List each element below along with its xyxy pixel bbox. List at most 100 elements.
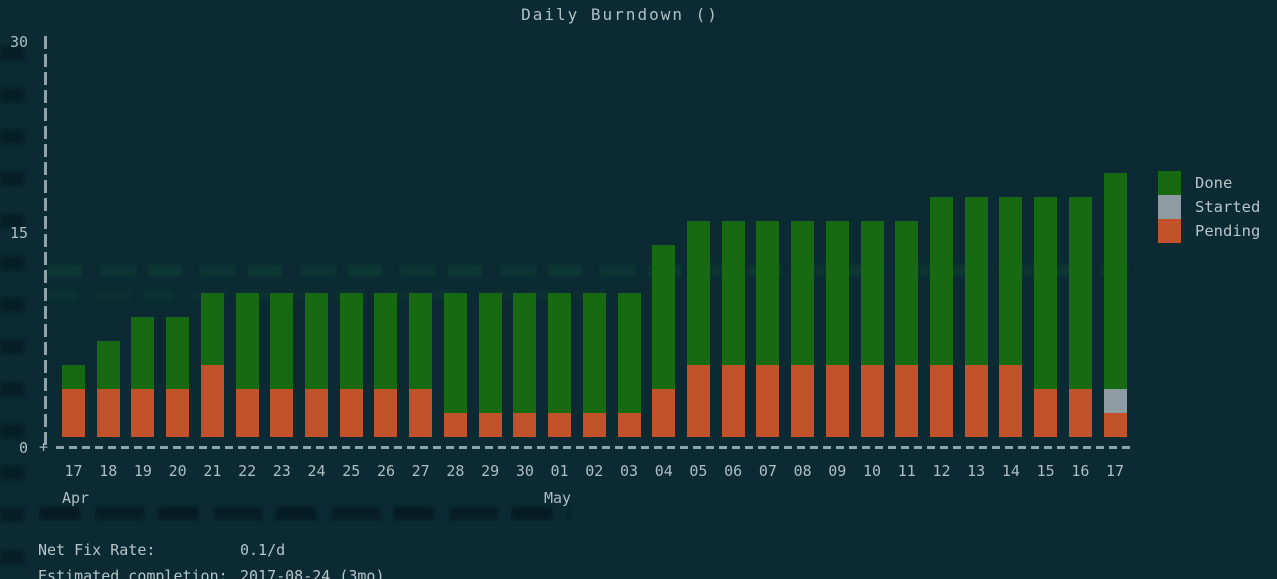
x-axis-tick-label: 09	[828, 462, 847, 480]
legend-swatch-started	[1158, 195, 1181, 219]
estimated-completion-label: Estimated completion:	[38, 567, 228, 579]
x-axis-tick-label: 04	[654, 462, 673, 480]
stacked-bar-11	[895, 0, 919, 437]
x-axis-line	[56, 446, 1133, 449]
bar-segment-pending	[791, 365, 815, 437]
stacked-bar-05	[686, 0, 710, 437]
bar-segment-pending	[825, 365, 849, 437]
ghost-text-gutter	[0, 46, 24, 574]
bar-segment-done	[825, 221, 849, 365]
bar-segment-pending	[999, 365, 1023, 437]
bar-segment-pending	[235, 389, 259, 437]
x-axis-tick-label: 19	[133, 462, 152, 480]
bar-segment-pending	[1103, 413, 1127, 437]
x-axis-labels: 17 18 19 20 21 22 23 24 25 26 27 28 29 30 01 02 03 04 05 06…	[62, 462, 1127, 480]
bar-segment-done	[582, 293, 606, 413]
bar-segment-done	[96, 341, 120, 389]
stacked-bar-09	[825, 0, 849, 437]
bar-segment-done	[270, 293, 294, 389]
x-axis-tick-label: 16	[1071, 462, 1090, 480]
x-axis-tick-label: 22	[238, 462, 257, 480]
stacked-bar-21	[200, 0, 224, 437]
y-axis-tick-30: 30	[9, 33, 28, 51]
bar-segment-done	[478, 293, 502, 413]
legend: Done Started Pending	[1158, 171, 1260, 243]
bar-segment-done	[548, 293, 572, 413]
stacked-bar-15	[1034, 0, 1058, 437]
x-axis-tick-label: 28	[446, 462, 465, 480]
bar-segment-pending	[964, 365, 988, 437]
bar-segment-pending	[270, 389, 294, 437]
bar-segment-pending	[686, 365, 710, 437]
bar-segment-done	[721, 221, 745, 365]
bar-segment-pending	[305, 389, 329, 437]
stacked-bar-14	[999, 0, 1023, 437]
bar-segment-pending	[548, 413, 572, 437]
x-axis-tick-label: 26	[376, 462, 395, 480]
bar-segment-pending	[131, 389, 155, 437]
ghost-text-row	[40, 507, 570, 520]
x-axis-tick-label: 25	[342, 462, 361, 480]
legend-label-pending: Pending	[1195, 222, 1261, 240]
bar-segment-pending	[96, 389, 120, 437]
bar-segment-pending	[62, 389, 85, 437]
x-axis-tick-label: 14	[1001, 462, 1020, 480]
bar-segment-pending	[895, 365, 919, 437]
bar-segment-done	[860, 221, 884, 365]
stacked-bar-20	[166, 0, 190, 437]
axis-origin-glyph: +	[39, 438, 49, 456]
x-axis-tick-label: 01	[550, 462, 569, 480]
x-axis-tick-label: 08	[793, 462, 812, 480]
stacked-bar-03	[617, 0, 641, 437]
stacked-bar-16	[1068, 0, 1092, 437]
x-axis-tick-label: 27	[411, 462, 430, 480]
month-label-apr: Apr	[62, 489, 90, 507]
x-axis-tick-label: 05	[689, 462, 708, 480]
bar-segment-done	[791, 221, 815, 365]
bar-segment-pending	[513, 413, 537, 437]
x-axis-tick-label: 17	[64, 462, 83, 480]
legend-label-done: Done	[1195, 174, 1233, 192]
bar-segment-done	[235, 293, 259, 389]
stacked-bar-24	[305, 0, 329, 437]
legend-labels: Done Started Pending	[1195, 171, 1260, 243]
x-axis-tick-label: 23	[272, 462, 291, 480]
x-axis-tick-label: 21	[203, 462, 222, 480]
bar-segment-pending	[617, 413, 641, 437]
stacked-bar-01	[548, 0, 572, 437]
x-axis-tick-label: 03	[619, 462, 639, 480]
estimated-completion-value: 2017-08-24 (3mo)	[240, 567, 385, 579]
bar-segment-done	[200, 293, 224, 365]
stacked-bar-17	[62, 0, 85, 437]
stacked-bar-18	[96, 0, 120, 437]
stacked-bar-23	[270, 0, 294, 437]
x-axis-tick-label: 30	[515, 462, 534, 480]
stacked-bar-12	[929, 0, 953, 437]
bar-segment-pending	[443, 413, 467, 437]
bar-segment-pending	[478, 413, 502, 437]
stacked-bar-02	[582, 0, 606, 437]
bar-segment-pending	[374, 389, 398, 437]
bar-segment-pending	[929, 365, 953, 437]
bar-segment-pending	[756, 365, 780, 437]
stacked-bar-04	[652, 0, 676, 437]
estimated-completion-row: Estimated completion: 2017-08-24 (3mo)	[38, 563, 385, 579]
stacked-bar-28	[443, 0, 467, 437]
bar-segment-done	[652, 245, 676, 389]
bar-segment-pending	[582, 413, 606, 437]
bar-segment-done	[62, 365, 85, 389]
x-axis-tick-label: 15	[1036, 462, 1055, 480]
x-axis-tick-label: 13	[967, 462, 986, 480]
bar-segment-done	[895, 221, 919, 365]
x-axis-tick-label: 07	[758, 462, 777, 480]
bar-segment-pending	[200, 365, 224, 437]
bar-segment-done	[513, 293, 537, 413]
legend-swatch-pending	[1158, 219, 1181, 243]
net-fix-rate-value: 0.1/d	[240, 541, 286, 559]
bar-segment-pending	[339, 389, 363, 437]
bar-segment-pending	[409, 389, 433, 437]
bar-segment-pending	[721, 365, 745, 437]
bar-segment-done	[1034, 197, 1058, 389]
bar-segment-done	[339, 293, 363, 389]
y-axis-tick-0: 0	[18, 439, 28, 457]
